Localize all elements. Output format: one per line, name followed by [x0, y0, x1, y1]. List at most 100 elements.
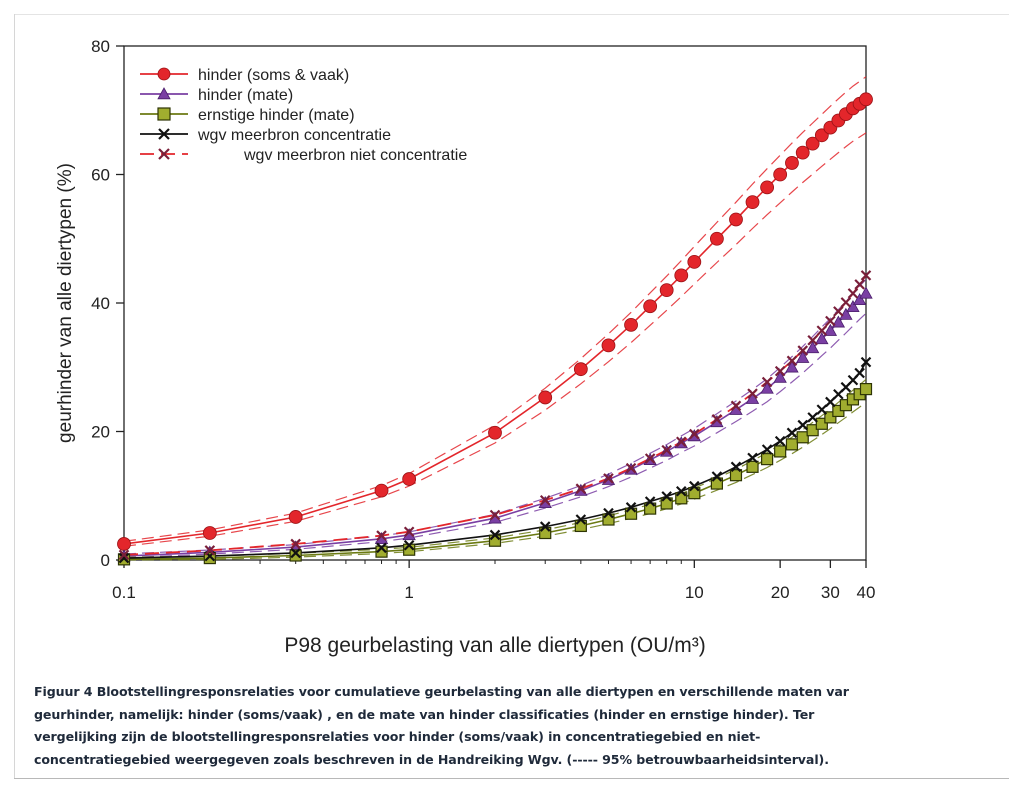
data-point-x-stroke — [840, 297, 852, 308]
data-point-x — [575, 483, 587, 494]
data-point-x-stroke — [833, 306, 844, 317]
data-point-x — [774, 365, 786, 377]
data-point-square — [746, 460, 759, 473]
data-point-circle — [729, 212, 743, 227]
chart-axes: 0 20 40 60 80 0.1 1 10 20 30 40 — [91, 37, 875, 602]
data-point-x — [825, 396, 836, 408]
data-point-x-stroke — [625, 502, 637, 513]
data-point-x — [290, 547, 301, 559]
data-point-x — [833, 306, 844, 317]
confidence-bands — [123, 76, 867, 561]
data-point-x — [489, 529, 501, 541]
y-tick-label: 60 — [91, 166, 110, 185]
data-point-x-stroke — [539, 494, 551, 506]
x-tick-label: 1 — [404, 583, 413, 602]
data-point-x-stroke — [403, 526, 415, 538]
data-point-triangle — [823, 323, 838, 336]
data-point-x — [675, 436, 687, 448]
ci-lower-line — [123, 312, 867, 559]
data-point-x-stroke — [376, 542, 387, 554]
data-point-x-stroke — [675, 436, 687, 448]
data-point-triangle — [815, 332, 829, 345]
legend-label: hinder (mate) — [198, 87, 293, 104]
data-point-x — [816, 404, 828, 415]
data-point-circle — [202, 526, 217, 540]
x-tick-label: 30 — [821, 583, 840, 602]
data-point-x — [816, 325, 828, 336]
x-tick-label: 0.1 — [112, 583, 136, 602]
data-point-x-stroke — [575, 514, 587, 525]
legend-label: wgv meerbron niet concentratie — [243, 147, 467, 164]
data-point-x — [786, 427, 798, 439]
data-point-square — [796, 431, 809, 444]
y-axis-label: geurhinder van alle diertypen (%) — [55, 163, 76, 443]
data-point-x-stroke — [539, 521, 551, 532]
legend-marker-x — [158, 148, 170, 160]
data-point-x — [376, 542, 387, 554]
data-point-x — [290, 538, 301, 550]
data-point-x-stroke — [761, 376, 773, 388]
data-point-square — [644, 502, 657, 515]
data-point-x — [603, 507, 614, 519]
data-point-circle — [488, 425, 502, 440]
series-markers — [117, 92, 873, 566]
data-point-x — [730, 461, 742, 473]
data-point-square — [688, 487, 701, 500]
data-point-x-stroke — [747, 452, 758, 464]
data-point-x — [118, 552, 130, 564]
data-point-x — [661, 491, 672, 502]
data-point-circle — [814, 128, 829, 143]
legend-marker-x — [158, 128, 170, 140]
data-point-x-stroke — [675, 485, 687, 497]
data-point-square — [488, 534, 502, 547]
y-tick-label: 0 — [101, 551, 110, 570]
data-point-x — [774, 435, 786, 447]
data-point-square — [774, 445, 787, 458]
data-point-x — [204, 545, 216, 556]
data-point-x-stroke — [290, 538, 301, 550]
data-point-x-stroke — [489, 509, 501, 521]
data-point-x-stroke — [854, 367, 865, 379]
x-tick-label: 20 — [771, 583, 790, 602]
data-point-x — [761, 444, 773, 455]
data-point-x — [825, 315, 836, 327]
dose-response-chart: 0 20 40 60 80 0.1 1 10 20 30 40 hinder (soms & vaa… — [55, 37, 875, 657]
data-point-x-stroke — [118, 549, 130, 561]
data-point-circle — [659, 283, 674, 298]
y-tick-label: 40 — [91, 294, 110, 313]
data-point-x — [807, 412, 818, 423]
data-point-x-stroke — [661, 491, 672, 502]
data-point-triangle — [785, 360, 799, 373]
data-point-x — [840, 297, 852, 308]
data-point-x — [376, 530, 387, 541]
data-point-circle — [859, 92, 873, 107]
data-point-x-stroke — [689, 428, 700, 440]
caption-line: concentratiegebied weergegeven zoals bes… — [34, 751, 829, 767]
legend-label: hinder (soms & vaak) — [198, 67, 349, 84]
data-point-x-stroke — [661, 444, 672, 456]
data-point-x-stroke — [774, 435, 786, 447]
data-point-square — [729, 469, 743, 482]
data-point-x-stroke — [711, 414, 723, 425]
data-point-x-stroke — [403, 539, 415, 551]
caption-line: Figuur 4 Blootstellingresponsrelaties vo… — [34, 684, 849, 699]
figure-caption: Figuur 4 Blootstellingresponsrelaties vo… — [34, 681, 1009, 771]
data-point-x — [807, 334, 818, 346]
data-point-x — [403, 526, 415, 538]
data-point-x — [118, 549, 130, 561]
data-point-x — [711, 471, 723, 482]
y-tick-label: 20 — [91, 423, 110, 442]
legend-marker-square — [157, 107, 171, 121]
data-point-triangle — [760, 381, 774, 394]
legend-label: ernstige hinder (mate) — [198, 107, 355, 124]
data-point-triangle — [852, 292, 867, 305]
data-point-circle — [785, 156, 799, 170]
data-point-x-stroke — [816, 404, 828, 415]
data-point-x-stroke — [644, 496, 656, 507]
data-point-x-stroke — [797, 345, 809, 356]
data-point-square — [785, 438, 799, 451]
data-point-x-stroke — [860, 270, 872, 281]
x-tick-label: 40 — [857, 583, 876, 602]
data-point-x — [689, 428, 700, 440]
